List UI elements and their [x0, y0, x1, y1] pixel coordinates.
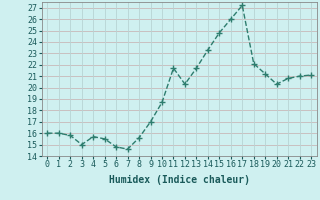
X-axis label: Humidex (Indice chaleur): Humidex (Indice chaleur): [109, 175, 250, 185]
